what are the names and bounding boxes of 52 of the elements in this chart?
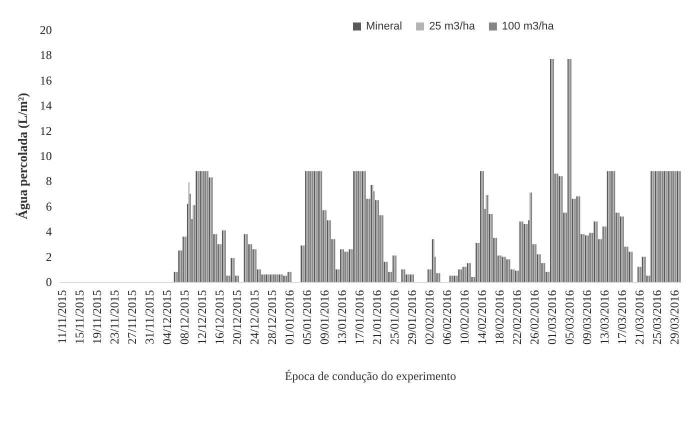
x-tick-label: 05/01/2016	[300, 290, 314, 345]
x-tick-label: 15/11/2015	[72, 290, 87, 344]
x-tick-label: 17/01/2016	[352, 290, 367, 345]
legend-label: 25 m3/ha	[429, 20, 476, 32]
x-tick-label: 31/11/2015	[142, 290, 157, 344]
x-tick-label: 13/01/2016	[335, 290, 350, 345]
x-axis-title: Época de condução do experimento	[284, 369, 456, 383]
y-tick-label: 2	[46, 250, 52, 264]
x-tick-label: 17/03/2016	[614, 290, 629, 345]
x-tick-label: 22/02/2016	[510, 290, 524, 345]
y-tick-label: 0	[46, 275, 52, 289]
x-tick-label: 20/12/2015	[230, 290, 244, 345]
y-tick-label: 4	[46, 224, 52, 239]
x-tick-label: 18/02/2016	[492, 290, 506, 345]
x-tick-label: 29/01/2016	[405, 290, 420, 345]
x-tick-label: 24/12/2015	[248, 290, 262, 345]
y-axis-title: Água percolada (L/m²)	[15, 92, 30, 220]
x-tick-label: 13/03/2016	[597, 290, 612, 345]
y-tick-label: 14	[40, 98, 52, 113]
x-tick-label: 25/03/2016	[650, 290, 664, 345]
x-tick-label: 06/02/2016	[440, 290, 454, 345]
x-tick-label: 12/12/2015	[195, 290, 210, 345]
y-tick-label: 12	[40, 124, 52, 138]
y-tick-label: 20	[40, 23, 52, 37]
y-tick-label: 8	[46, 174, 52, 188]
x-tick-label: 04/12/2015	[160, 290, 174, 345]
x-tick-label: 02/02/2016	[422, 290, 436, 345]
x-tick-label: 23/11/2015	[108, 290, 122, 344]
legend-label: 100 m3/ha	[502, 20, 555, 32]
x-tick-label: 11/11/2015	[55, 290, 70, 344]
y-tick-label: 10	[40, 149, 52, 163]
x-tick-label: 01/01/2016	[282, 290, 297, 345]
y-tick-label: 6	[46, 199, 52, 214]
x-tick-label: 09/03/2016	[580, 290, 594, 345]
y-tick-label: 16	[40, 73, 52, 88]
y-tick-label: 18	[40, 48, 52, 62]
x-tick-label: 01/03/2016	[544, 290, 559, 345]
legend-label: Mineral	[366, 20, 402, 32]
x-tick-label: 28/12/2015	[265, 290, 280, 345]
x-tick-label: 21/01/2016	[370, 290, 384, 345]
x-tick-label: 10/02/2016	[457, 290, 472, 345]
x-tick-label: 27/11/2015	[125, 290, 140, 344]
x-tick-label: 25/01/2016	[388, 290, 402, 345]
x-tick-label: 29/03/2016	[667, 290, 682, 345]
x-tick-label: 09/01/2016	[318, 290, 332, 345]
x-tick-label: 16/12/2015	[212, 290, 227, 345]
x-tick-label: 19/11/2015	[90, 290, 104, 344]
x-tick-label: 05/03/2016	[562, 290, 576, 345]
x-tick-label: 08/12/2015	[178, 290, 192, 345]
x-tick-label: 26/02/2016	[527, 290, 542, 345]
x-tick-label: 21/03/2016	[632, 290, 646, 345]
x-tick-label: 14/02/2016	[474, 290, 489, 345]
